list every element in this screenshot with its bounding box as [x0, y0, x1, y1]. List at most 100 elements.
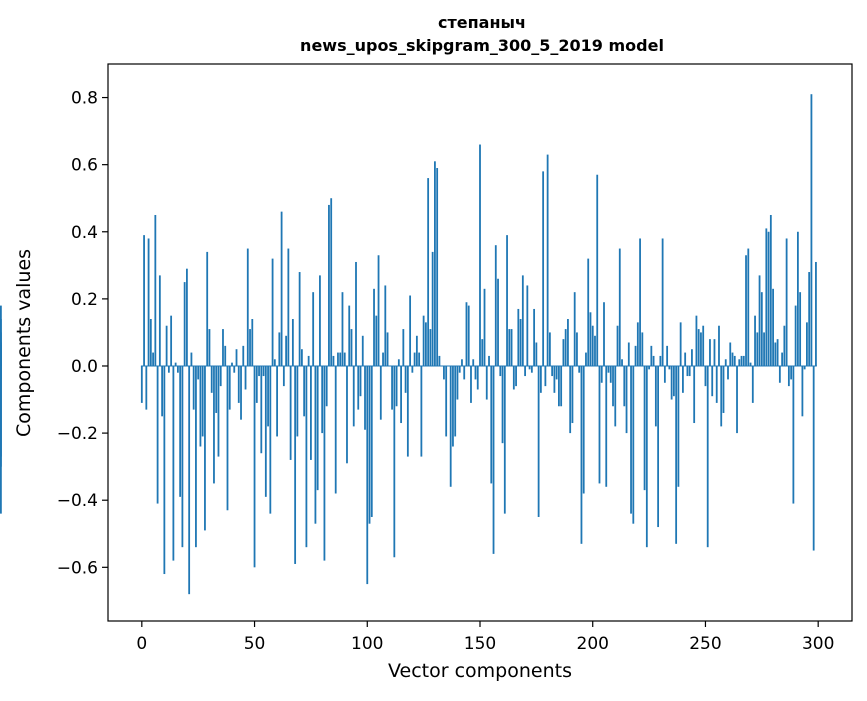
bar: [477, 366, 479, 389]
bar: [614, 366, 616, 426]
bar: [599, 366, 601, 483]
bar: [326, 366, 328, 406]
bar: [745, 255, 747, 366]
bar: [168, 366, 170, 373]
y-tick-label: −0.4: [57, 491, 98, 511]
bar: [466, 302, 468, 366]
bar: [759, 275, 761, 366]
bar: [671, 366, 673, 400]
bar: [436, 168, 438, 366]
bar: [632, 366, 634, 524]
bar: [202, 366, 204, 436]
bar: [770, 215, 772, 366]
bar: [306, 366, 308, 547]
bar: [384, 285, 386, 366]
bar: [414, 353, 416, 366]
bar: [274, 359, 276, 366]
bar: [321, 366, 323, 433]
bar: [526, 285, 528, 366]
bar: [450, 366, 452, 487]
bar: [495, 245, 497, 366]
bar: [470, 366, 472, 403]
bar: [256, 366, 258, 403]
bar: [317, 366, 319, 490]
bar: [729, 343, 731, 366]
bar: [786, 238, 788, 366]
bar: [727, 366, 729, 379]
bar: [554, 366, 556, 393]
bar: [594, 336, 596, 366]
bar: [328, 205, 330, 366]
bar: [648, 366, 650, 369]
bar: [705, 366, 707, 386]
bar: [698, 329, 700, 366]
bar: [231, 363, 233, 366]
bar: [734, 356, 736, 366]
bar: [312, 292, 314, 366]
bar: [152, 353, 154, 366]
chart-title-line2: news_upos_skipgram_300_5_2019 model: [300, 36, 664, 55]
bar: [269, 366, 271, 514]
bar: [405, 366, 407, 393]
bar: [585, 353, 587, 366]
bar: [752, 366, 754, 403]
bar: [468, 306, 470, 366]
bar: [626, 366, 628, 433]
bar: [373, 289, 375, 366]
bar: [182, 366, 184, 547]
bar: [756, 332, 758, 366]
bar: [159, 275, 161, 366]
bar: [209, 329, 211, 366]
bar: [490, 366, 492, 483]
bar: [716, 366, 718, 403]
bar: [145, 366, 147, 410]
bar: [193, 366, 195, 410]
bar: [567, 319, 569, 366]
bar: [574, 292, 576, 366]
bar: [357, 366, 359, 410]
bar: [741, 356, 743, 366]
bar: [310, 366, 312, 460]
bar: [592, 326, 594, 366]
bar: [398, 359, 400, 366]
bar: [743, 356, 745, 366]
bar: [639, 238, 641, 366]
bar: [533, 309, 535, 366]
bar: [714, 339, 716, 366]
x-tick-label: 250: [689, 634, 721, 654]
bar: [420, 366, 422, 457]
bar: [346, 366, 348, 463]
bar: [157, 366, 159, 504]
bar: [709, 339, 711, 366]
bar: [299, 272, 301, 366]
bar: [400, 366, 402, 423]
bar: [423, 316, 425, 366]
bar: [565, 329, 567, 366]
bar: [172, 366, 174, 561]
bar: [795, 306, 797, 366]
bar: [691, 349, 693, 366]
bar: [242, 346, 244, 366]
bar: [781, 353, 783, 366]
bar: [549, 332, 551, 366]
bar: [547, 155, 549, 366]
bar: [251, 319, 253, 366]
bar: [693, 366, 695, 423]
bar: [396, 366, 398, 406]
x-tick-label: 300: [802, 634, 834, 654]
bar: [718, 326, 720, 366]
bar: [240, 366, 242, 420]
bar: [538, 366, 540, 517]
bar: [556, 366, 558, 379]
bar: [380, 366, 382, 420]
bar: [621, 359, 623, 366]
bar: [292, 319, 294, 366]
bar: [535, 343, 537, 366]
bar: [689, 366, 691, 376]
bar: [344, 353, 346, 366]
bar: [619, 249, 621, 366]
x-tick-label: 50: [244, 634, 266, 654]
y-axis-ticks: −0.6−0.4−0.20.00.20.40.60.8: [57, 89, 108, 579]
bar: [738, 359, 740, 366]
